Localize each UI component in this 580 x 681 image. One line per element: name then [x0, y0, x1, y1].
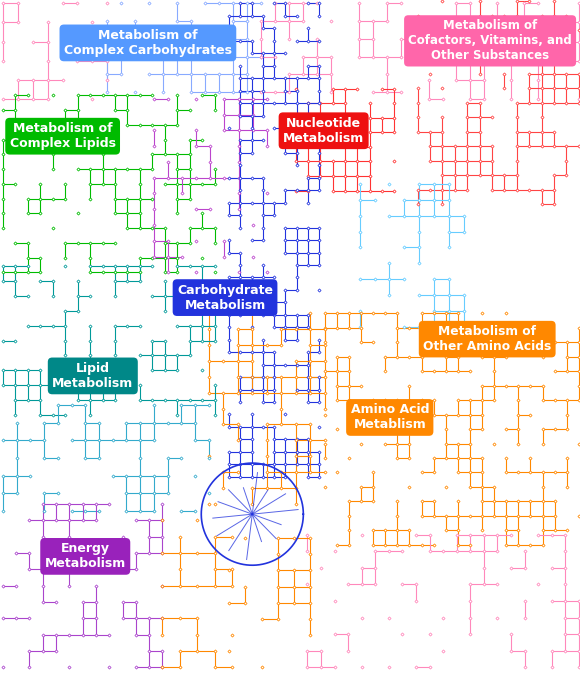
Text: Metabolism of
Cofactors, Vitamins, and
Other Substances: Metabolism of Cofactors, Vitamins, and O… — [408, 19, 572, 63]
Text: Nucleotide
Metabolism: Nucleotide Metabolism — [283, 116, 364, 145]
Text: Metabolism of
Other Amino Acids: Metabolism of Other Amino Acids — [423, 325, 552, 353]
Text: Metabolism of
Complex Carbohydrates: Metabolism of Complex Carbohydrates — [64, 29, 232, 57]
Text: Lipid
Metabolism: Lipid Metabolism — [52, 362, 133, 390]
Text: Metabolism of
Complex Lipids: Metabolism of Complex Lipids — [10, 122, 115, 151]
Text: Carbohydrate
Metabolism: Carbohydrate Metabolism — [177, 283, 273, 312]
Text: Energy
Metabolism: Energy Metabolism — [45, 542, 126, 571]
Text: Amino Acid
Metablism: Amino Acid Metablism — [350, 403, 429, 432]
